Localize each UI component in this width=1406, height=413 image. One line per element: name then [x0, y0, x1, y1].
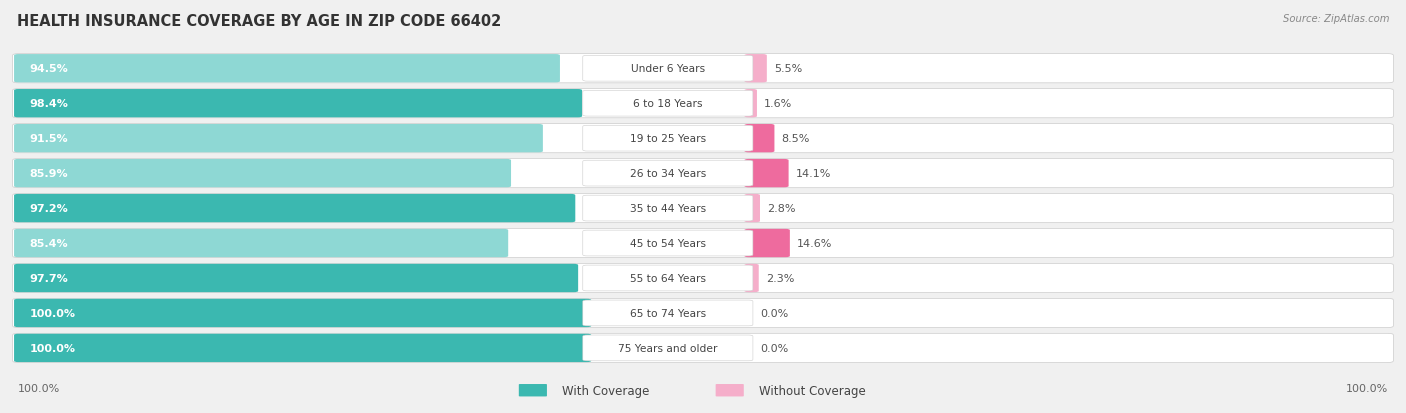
- FancyBboxPatch shape: [13, 299, 1393, 328]
- Text: Without Coverage: Without Coverage: [759, 384, 866, 397]
- Text: HEALTH INSURANCE COVERAGE BY AGE IN ZIP CODE 66402: HEALTH INSURANCE COVERAGE BY AGE IN ZIP …: [17, 14, 501, 29]
- FancyBboxPatch shape: [14, 334, 591, 362]
- FancyBboxPatch shape: [13, 194, 1393, 223]
- Text: 2.8%: 2.8%: [768, 204, 796, 214]
- Text: 5.5%: 5.5%: [773, 64, 801, 74]
- FancyBboxPatch shape: [13, 229, 1393, 258]
- FancyBboxPatch shape: [745, 264, 759, 292]
- Text: 100.0%: 100.0%: [30, 308, 76, 318]
- FancyBboxPatch shape: [13, 124, 1393, 153]
- Text: 19 to 25 Years: 19 to 25 Years: [630, 134, 706, 144]
- FancyBboxPatch shape: [14, 229, 508, 258]
- Text: 55 to 64 Years: 55 to 64 Years: [630, 273, 706, 283]
- Text: 1.6%: 1.6%: [763, 99, 792, 109]
- FancyBboxPatch shape: [519, 384, 547, 396]
- Text: Source: ZipAtlas.com: Source: ZipAtlas.com: [1282, 14, 1389, 24]
- Text: With Coverage: With Coverage: [562, 384, 650, 397]
- Text: 100.0%: 100.0%: [18, 383, 60, 393]
- Text: 0.0%: 0.0%: [759, 343, 789, 353]
- FancyBboxPatch shape: [14, 264, 578, 292]
- FancyBboxPatch shape: [13, 159, 1393, 188]
- FancyBboxPatch shape: [582, 196, 754, 221]
- FancyBboxPatch shape: [14, 90, 582, 118]
- FancyBboxPatch shape: [582, 230, 754, 256]
- FancyBboxPatch shape: [745, 195, 761, 223]
- FancyBboxPatch shape: [14, 125, 543, 153]
- Text: 91.5%: 91.5%: [30, 134, 67, 144]
- Text: Under 6 Years: Under 6 Years: [631, 64, 704, 74]
- FancyBboxPatch shape: [582, 335, 754, 361]
- Text: 6 to 18 Years: 6 to 18 Years: [633, 99, 703, 109]
- Text: 94.5%: 94.5%: [30, 64, 69, 74]
- FancyBboxPatch shape: [14, 55, 560, 83]
- Text: 45 to 54 Years: 45 to 54 Years: [630, 238, 706, 249]
- FancyBboxPatch shape: [745, 125, 775, 153]
- Text: 85.9%: 85.9%: [30, 169, 67, 179]
- Text: 75 Years and older: 75 Years and older: [619, 343, 717, 353]
- FancyBboxPatch shape: [13, 334, 1393, 363]
- FancyBboxPatch shape: [582, 161, 754, 187]
- Text: 97.7%: 97.7%: [30, 273, 69, 283]
- FancyBboxPatch shape: [582, 300, 754, 326]
- Text: 65 to 74 Years: 65 to 74 Years: [630, 308, 706, 318]
- FancyBboxPatch shape: [14, 195, 575, 223]
- FancyBboxPatch shape: [13, 89, 1393, 119]
- Text: 100.0%: 100.0%: [30, 343, 76, 353]
- FancyBboxPatch shape: [14, 159, 510, 188]
- Text: 26 to 34 Years: 26 to 34 Years: [630, 169, 706, 179]
- FancyBboxPatch shape: [13, 55, 1393, 83]
- FancyBboxPatch shape: [582, 56, 754, 82]
- Text: 100.0%: 100.0%: [1346, 383, 1388, 393]
- FancyBboxPatch shape: [745, 229, 790, 258]
- Text: 98.4%: 98.4%: [30, 99, 69, 109]
- FancyBboxPatch shape: [582, 91, 754, 117]
- FancyBboxPatch shape: [582, 126, 754, 152]
- FancyBboxPatch shape: [745, 55, 766, 83]
- FancyBboxPatch shape: [716, 384, 744, 396]
- Text: 2.3%: 2.3%: [766, 273, 794, 283]
- FancyBboxPatch shape: [582, 266, 754, 291]
- FancyBboxPatch shape: [745, 90, 756, 118]
- FancyBboxPatch shape: [745, 159, 789, 188]
- Text: 0.0%: 0.0%: [759, 308, 789, 318]
- FancyBboxPatch shape: [13, 264, 1393, 293]
- FancyBboxPatch shape: [14, 299, 591, 328]
- Text: 8.5%: 8.5%: [782, 134, 810, 144]
- Text: 14.1%: 14.1%: [796, 169, 831, 179]
- Text: 35 to 44 Years: 35 to 44 Years: [630, 204, 706, 214]
- Text: 14.6%: 14.6%: [797, 238, 832, 249]
- Text: 85.4%: 85.4%: [30, 238, 67, 249]
- Text: 97.2%: 97.2%: [30, 204, 69, 214]
